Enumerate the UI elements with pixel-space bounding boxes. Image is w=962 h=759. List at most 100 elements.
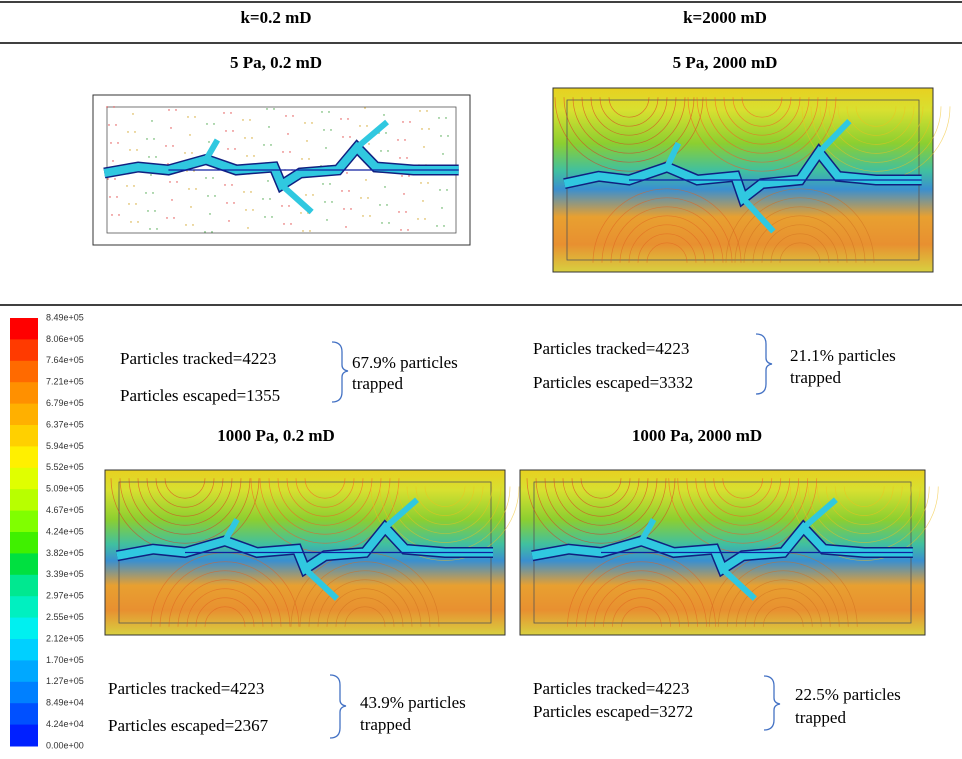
speckle xyxy=(227,148,228,149)
colorbar-segment xyxy=(10,511,38,533)
speckle xyxy=(368,143,369,144)
speckle xyxy=(325,147,326,148)
speckle xyxy=(111,214,112,215)
speckle xyxy=(187,116,188,117)
speckle xyxy=(268,126,269,127)
speckle xyxy=(349,136,350,137)
speckle xyxy=(328,111,329,112)
speckle xyxy=(147,210,148,211)
colorbar-segment xyxy=(10,575,38,597)
speckle xyxy=(427,182,428,183)
speckle xyxy=(341,190,342,191)
speckle xyxy=(366,125,367,126)
speckle xyxy=(331,201,332,202)
speckle xyxy=(262,198,263,199)
speckle xyxy=(306,140,307,141)
speckle xyxy=(397,139,398,140)
tracked: Particles tracked=4223 xyxy=(533,339,689,358)
speckle xyxy=(287,133,288,134)
speckle xyxy=(266,108,267,109)
speckle xyxy=(419,110,420,111)
speckle xyxy=(446,189,447,190)
colorbar-segment xyxy=(10,425,38,447)
simulation-panel xyxy=(553,88,950,272)
speckle xyxy=(381,222,382,223)
colorbar-segment xyxy=(10,468,38,490)
speckle xyxy=(136,149,137,150)
tracked: Particles tracked=4223 xyxy=(120,349,276,368)
colorbar-segment xyxy=(10,532,38,554)
speckle xyxy=(234,148,235,149)
speckle xyxy=(251,137,252,138)
speckle xyxy=(285,115,286,116)
speckle xyxy=(115,124,116,125)
speckle xyxy=(263,144,264,145)
speckle xyxy=(350,208,351,209)
speckle xyxy=(151,120,152,121)
speckle xyxy=(149,228,150,229)
speckle xyxy=(388,222,389,223)
trapped: trapped xyxy=(795,708,846,727)
speckle xyxy=(321,111,322,112)
speckle xyxy=(324,201,325,202)
speckle xyxy=(360,197,361,198)
escaped: Particles escaped=1355 xyxy=(120,386,280,405)
speckle xyxy=(302,230,303,231)
speckle xyxy=(308,158,309,159)
speckle xyxy=(406,157,407,158)
speckle xyxy=(305,194,306,195)
speckle xyxy=(148,156,149,157)
trapped: trapped xyxy=(360,715,411,734)
colorbar-segment xyxy=(10,489,38,511)
speckle xyxy=(330,129,331,130)
colorbar-segment xyxy=(10,339,38,361)
colorbar-label: 8.06e+05 xyxy=(46,334,84,344)
panel-title: 5 Pa, 0.2 mD xyxy=(230,53,322,72)
speckle xyxy=(250,191,251,192)
speckle xyxy=(185,224,186,225)
colorbar-segment xyxy=(10,553,38,575)
speckle xyxy=(443,225,444,226)
speckle xyxy=(384,186,385,187)
colorbar-segment xyxy=(10,404,38,426)
figure: k=0.2 mD k=2000 mD 5 Pa, 0.2 mD 5 Pa, 20… xyxy=(0,0,962,759)
speckle xyxy=(225,130,226,131)
speckle xyxy=(409,121,410,122)
speckle xyxy=(209,213,210,214)
speckle xyxy=(166,217,167,218)
trapped: 21.1% particles xyxy=(790,346,896,365)
speckle xyxy=(184,152,185,153)
speckle xyxy=(170,127,171,128)
speckle xyxy=(323,129,324,130)
speckle xyxy=(228,220,229,221)
speckle xyxy=(442,153,443,154)
colorbar-label: 2.97e+05 xyxy=(46,591,84,601)
colorbar-label: 4.24e+04 xyxy=(46,719,84,729)
speckle xyxy=(150,174,151,175)
speckle xyxy=(345,226,346,227)
speckle xyxy=(424,218,425,219)
speckle xyxy=(282,151,283,152)
speckle xyxy=(208,141,209,142)
speckle xyxy=(398,211,399,212)
panel-title: 5 Pa, 2000 mD xyxy=(673,53,778,72)
speckle xyxy=(109,196,110,197)
colorbar-segment xyxy=(10,725,38,747)
speckle xyxy=(153,138,154,139)
speckle xyxy=(117,142,118,143)
panel-title: 1000 Pa, 2000 mD xyxy=(632,426,762,445)
escaped: Particles escaped=3272 xyxy=(533,702,693,721)
speckle xyxy=(436,225,437,226)
speckle xyxy=(128,203,129,204)
speckle xyxy=(207,195,208,196)
speckle xyxy=(145,192,146,193)
speckle xyxy=(421,128,422,129)
speckle xyxy=(108,124,109,125)
colorbar-label: 6.79e+05 xyxy=(46,398,84,408)
speckle xyxy=(343,208,344,209)
speckle xyxy=(403,193,404,194)
speckle xyxy=(423,146,424,147)
colorbar-segment xyxy=(10,618,38,640)
speckle xyxy=(171,199,172,200)
colorbar-label: 7.64e+05 xyxy=(46,355,84,365)
